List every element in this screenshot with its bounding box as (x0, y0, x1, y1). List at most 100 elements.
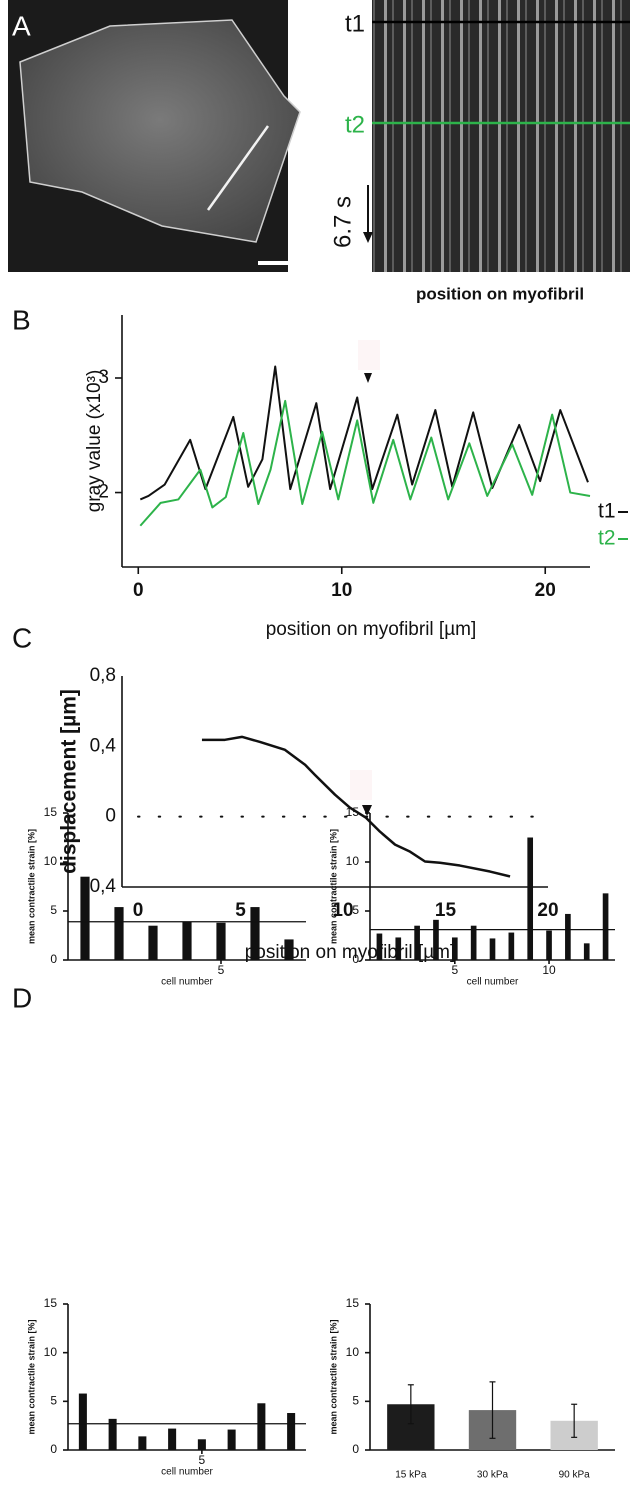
y-tick-label: 0,8 (90, 665, 116, 686)
y-tick-label: 0 (105, 806, 116, 827)
y-axis-label: mean contractile strain [%] (328, 1319, 338, 1434)
bar (376, 933, 383, 960)
bar (602, 893, 609, 960)
x-tick-label: 20 (537, 900, 558, 921)
panel-label: C (12, 622, 32, 653)
y-tick-label: 0 (352, 952, 359, 966)
panel-label: B (12, 304, 31, 335)
y-tick-label: 5 (50, 903, 57, 917)
cell-image: A (8, 0, 306, 272)
y-tick-label: -0,4 (83, 876, 116, 897)
y-tick-label: 10 (346, 1345, 360, 1359)
x-tick-label: 5 (235, 900, 246, 921)
y-tick-label: 15 (44, 1296, 58, 1310)
bar (527, 837, 534, 960)
bar (395, 937, 402, 960)
y-axis-label: mean contractile strain [%] (26, 1319, 36, 1434)
highlight (358, 340, 380, 370)
bar (108, 1418, 117, 1450)
x-tick-label: 20 (535, 580, 556, 601)
bar (284, 939, 294, 960)
bar (216, 922, 226, 960)
y-tick-label: 15 (346, 805, 360, 819)
x-tick-label: 10 (332, 900, 353, 921)
x-tick-label: 5 (199, 1453, 206, 1467)
y-tick-label: 2 (98, 482, 109, 503)
y-tick-label: 10 (346, 854, 360, 868)
y-tick-label: 5 (352, 903, 359, 917)
bar (470, 925, 477, 960)
x-tick-label: 0 (133, 900, 144, 921)
legend-label: t2 (598, 527, 616, 550)
bar (182, 921, 192, 960)
x-tick-label: 10 (542, 963, 556, 977)
bar (508, 932, 515, 960)
bar (227, 1429, 236, 1450)
time-arrowhead (363, 232, 373, 243)
x-tick-label: 5 (218, 963, 225, 977)
bar (114, 907, 124, 960)
bar (80, 876, 90, 960)
y-axis-label: gray value (x10³) (84, 370, 105, 513)
y-axis-label: displacement [µm] (58, 689, 81, 874)
data-line (201, 735, 511, 878)
panel-label: D (12, 982, 32, 1013)
y-tick-label: 3 (98, 367, 109, 388)
bar (565, 913, 571, 960)
kymograph: t1 t2 6.7 s position on myofibril (329, 0, 630, 303)
cell-outline (19, 19, 301, 243)
x-tick-label: 5 (451, 963, 458, 977)
data-line (139, 399, 591, 527)
highlight (350, 770, 372, 800)
kymograph-x-label: position on myofibril (416, 284, 584, 303)
y-axis-label: mean contractile strain [%] (26, 829, 36, 944)
y-tick-label: 0 (50, 952, 57, 966)
x-tick-label: 10 (331, 580, 352, 601)
time-label: 6.7 s (329, 196, 356, 248)
myofibril-line (206, 125, 270, 211)
x-tick-label: 15 kPa (395, 1470, 427, 1481)
bar (138, 1436, 147, 1450)
x-tick-label: 30 kPa (477, 1470, 509, 1481)
marker-arrowhead (362, 805, 372, 816)
bar (168, 1428, 177, 1450)
y-tick-label: 10 (44, 1345, 58, 1359)
y-tick-label: 10 (44, 854, 58, 868)
x-axis-label: cell number (161, 977, 213, 988)
bar (257, 1403, 266, 1450)
x-axis-label: position on myofibril [µm] (245, 942, 456, 963)
kymograph-image (372, 0, 630, 272)
y-axis-label: mean contractile strain [%] (328, 829, 338, 944)
bar (489, 938, 496, 960)
t1-label: t1 (345, 10, 365, 37)
y-tick-label: 0,4 (90, 735, 117, 756)
bar (197, 1439, 206, 1450)
bar (433, 919, 439, 960)
x-axis-label: position on myofibril [µm] (266, 619, 477, 640)
y-tick-label: 15 (44, 805, 58, 819)
bar (78, 1393, 87, 1450)
bar (250, 907, 260, 960)
y-tick-label: 0 (352, 1442, 359, 1456)
y-tick-label: 0 (50, 1442, 57, 1456)
y-tick-label: 5 (352, 1394, 359, 1408)
x-axis-label: cell number (161, 1467, 213, 1478)
x-tick-label: 15 (435, 900, 457, 921)
marker-arrowhead (364, 373, 372, 383)
x-axis-label: cell number (467, 977, 519, 988)
bar (546, 930, 552, 960)
legend-label: t1 (598, 500, 616, 523)
y-tick-label: 5 (50, 1394, 57, 1408)
data-line (139, 365, 589, 501)
y-tick-label: 15 (346, 1296, 360, 1310)
x-tick-label: 0 (133, 580, 144, 601)
bar (287, 1413, 296, 1450)
panel-label: A (12, 10, 31, 41)
t2-label: t2 (345, 111, 365, 138)
bar (148, 925, 158, 960)
bar (414, 925, 420, 960)
bar (451, 937, 458, 960)
bar (583, 943, 590, 960)
x-tick-label: 90 kPa (559, 1470, 591, 1481)
